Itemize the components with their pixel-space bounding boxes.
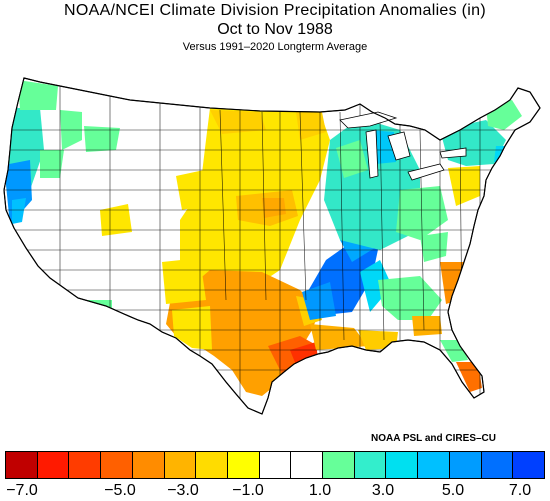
- colorbar-swatch: [259, 452, 292, 478]
- colorbar-swatch: [101, 452, 133, 478]
- colorbar-labels: −7.0 −5.0 −3.0 −1.0 1.0 3.0 5.0 7.0: [0, 482, 550, 500]
- lake-michigan: [365, 129, 379, 179]
- lake-huron: [387, 131, 411, 161]
- colorbar-swatch: [323, 452, 355, 478]
- colorbar-tick-label: 7.0: [508, 482, 532, 499]
- colorbar-swatch: [6, 452, 38, 478]
- colorbar-tick-label: 3.0: [371, 482, 395, 499]
- colorbar-swatch: [449, 452, 482, 478]
- colorbar-swatch: [354, 452, 387, 478]
- map-title: NOAA/NCEI Climate Division Precipitation…: [64, 2, 486, 19]
- colorbar-swatch: [481, 452, 514, 478]
- map-baseline: Versus 1991–2020 Longterm Average: [182, 41, 368, 53]
- data-credit: NOAA PSL and CIRES–CU: [370, 433, 496, 444]
- lake-erie: [407, 163, 445, 181]
- colorbar-swatch: [418, 452, 450, 478]
- colorbar-tick-label: −1.0: [232, 482, 264, 499]
- colorbar-tick-label: −3.0: [167, 482, 199, 499]
- colorbar-swatch: [37, 452, 70, 478]
- lake-ontario: [439, 147, 467, 159]
- colorbar-swatch: [196, 452, 228, 478]
- colorbar-swatch: [227, 452, 260, 478]
- colorbar: [5, 451, 545, 479]
- colorbar-tick-label: 1.0: [308, 482, 332, 499]
- colorbar-swatch: [164, 452, 197, 478]
- colorbar-swatch: [132, 452, 165, 478]
- colorbar-swatch: [69, 452, 102, 478]
- us-climate-division-map: [3, 77, 541, 415]
- map-period: Oct to Nov 1988: [217, 21, 333, 38]
- colorbar-tick-label: −7.0: [6, 482, 38, 499]
- colorbar-swatch: [513, 452, 544, 478]
- colorbar-tick-label: 5.0: [441, 482, 465, 499]
- colorbar-swatch: [386, 452, 419, 478]
- colorbar-swatch: [291, 452, 324, 478]
- colorbar-tick-label: −5.0: [104, 482, 136, 499]
